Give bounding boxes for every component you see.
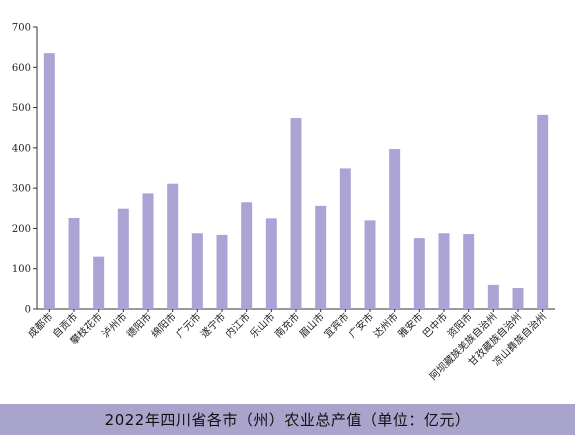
- bar: [117, 208, 129, 309]
- y-tick-label: 300: [12, 184, 31, 195]
- bar: [315, 205, 327, 309]
- bar: [43, 53, 55, 309]
- x-tick-label: 内江市: [222, 310, 252, 340]
- x-tick-label: 达州市: [370, 310, 400, 340]
- bar: [216, 234, 228, 309]
- x-tick-label: 绵阳市: [148, 310, 178, 340]
- x-tick-label: 巴中市: [420, 310, 450, 340]
- x-tick-label: 遂宁市: [198, 310, 228, 340]
- y-tick-label: 500: [12, 103, 31, 114]
- y-tick-label: 100: [12, 264, 31, 275]
- bar: [290, 118, 302, 309]
- bar: [438, 233, 450, 309]
- bar: [463, 234, 475, 309]
- x-tick-label: 德阳市: [124, 310, 154, 340]
- y-tick-label: 0: [25, 305, 31, 316]
- x-tick-label: 广元市: [173, 310, 203, 340]
- bar: [93, 256, 105, 309]
- bar: [339, 168, 351, 309]
- bar: [265, 218, 277, 309]
- x-tick-label: 乐山市: [247, 310, 277, 340]
- x-tick-label: 眉山市: [296, 310, 326, 340]
- y-tick-label: 200: [12, 224, 31, 235]
- bar: [167, 183, 179, 309]
- chart-title: 2022年四川省各市（州）农业总产值（单位：亿元）: [104, 411, 471, 429]
- x-tick-label: 南充市: [272, 310, 302, 340]
- bar: [68, 217, 80, 309]
- x-tick-label: 泸州市: [99, 310, 129, 340]
- y-tick-label: 600: [12, 63, 31, 74]
- bar: [241, 202, 253, 309]
- x-tick-label: 雅安市: [395, 310, 425, 340]
- bar: [537, 114, 549, 309]
- bar-chart: 0100200300400500600700成都市自贡市攀枝花市泸州市德阳市绵阳…: [12, 23, 555, 383]
- bar: [512, 288, 524, 309]
- x-tick-label: 广安市: [346, 310, 376, 340]
- y-tick-label: 400: [12, 143, 31, 154]
- chart-area: 0 100 200 300 400 500 600 700 成都市 自贡市 攀枝花市 泸州市 德阳市 绵阳…: [12, 23, 555, 383]
- y-tick-label: 700: [12, 23, 31, 34]
- bar: [389, 149, 401, 309]
- caption-bar: 2022年四川省各市（州）农业总产值（单位：亿元）: [0, 404, 575, 435]
- bar: [364, 220, 376, 309]
- x-tick-label: 宜宾市: [321, 310, 351, 340]
- bar: [142, 193, 154, 309]
- bar: [413, 238, 425, 309]
- bar: [191, 233, 203, 309]
- bar: [487, 284, 499, 309]
